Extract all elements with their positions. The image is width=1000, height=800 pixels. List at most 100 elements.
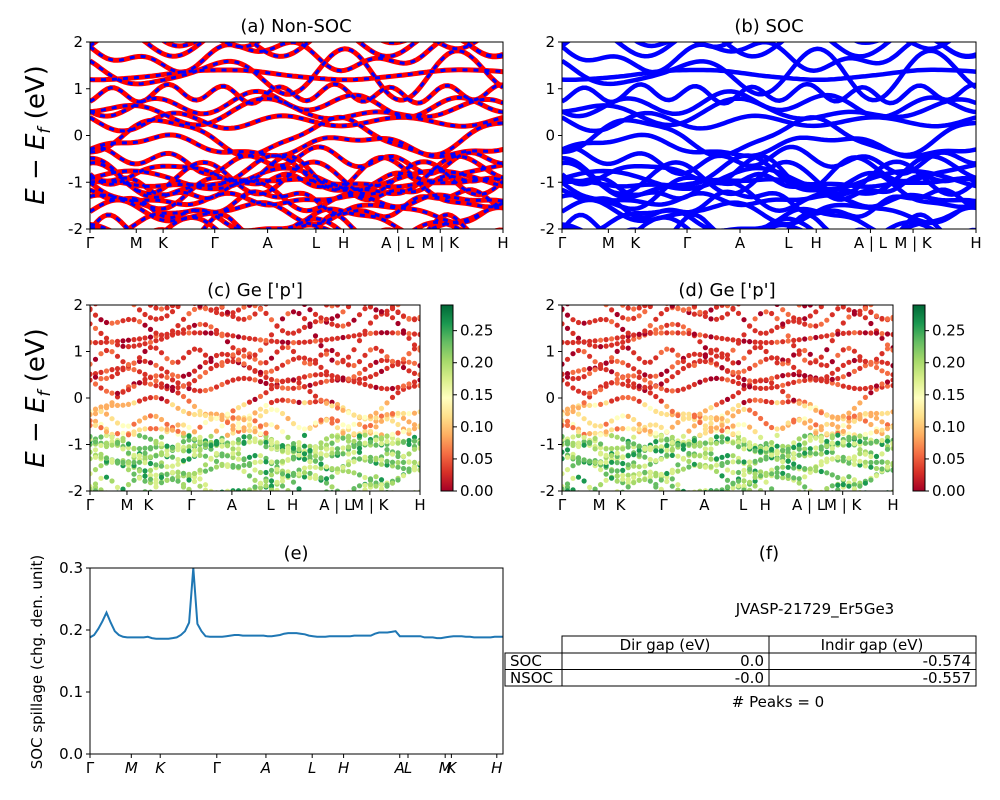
c-point (257, 440, 264, 446)
c-point (158, 315, 165, 321)
d-xtick-label: H (887, 496, 898, 514)
d-point (680, 455, 687, 461)
c-point (400, 364, 407, 371)
d-point (697, 339, 703, 345)
c-point (142, 311, 148, 318)
d-point (669, 330, 675, 336)
c-point (279, 471, 286, 477)
c-point (389, 418, 396, 424)
c-point (114, 402, 121, 408)
d-point (774, 443, 780, 449)
d-point (625, 440, 631, 446)
d-point (884, 379, 891, 385)
c-point (186, 385, 192, 392)
d-point (791, 299, 796, 304)
d-point (824, 299, 829, 304)
d-point (697, 411, 703, 417)
c-point (230, 333, 236, 339)
d-point (642, 498, 647, 503)
d-point (642, 328, 648, 334)
d-point (724, 352, 731, 358)
c-point (213, 411, 220, 417)
d-point (879, 503, 884, 508)
c-point (180, 355, 187, 361)
c-point (219, 461, 225, 467)
c-point (103, 432, 110, 439)
d-point (719, 495, 724, 500)
d-point (691, 362, 698, 368)
svg-text:E − Ef (eV): E − Ef (eV) (21, 65, 55, 205)
d-point (857, 514, 862, 519)
d-point (846, 460, 852, 466)
c-point (307, 448, 313, 454)
d-point (642, 463, 648, 469)
d-point (637, 521, 642, 526)
c-point (202, 359, 209, 366)
d-point (846, 292, 851, 297)
d-point (730, 499, 735, 504)
d-point (686, 510, 691, 515)
d-point (691, 381, 698, 388)
d-point (609, 342, 615, 348)
d-point (785, 311, 791, 317)
d-point (802, 433, 808, 439)
d-point (857, 447, 863, 453)
d-point (636, 369, 642, 375)
d-point (658, 324, 664, 330)
panel-e-title: (e) (283, 543, 308, 564)
d-point (609, 358, 615, 364)
c-point (389, 411, 396, 417)
c-point (104, 492, 109, 497)
c-point (153, 444, 159, 450)
e-xtick-label: L (308, 759, 316, 777)
c-point (115, 291, 120, 296)
c-point (175, 373, 181, 379)
c-point (389, 480, 396, 486)
c-point (406, 351, 412, 357)
band-down-15 (90, 68, 503, 82)
c-point (274, 339, 280, 345)
d-point (708, 307, 714, 313)
d-point (791, 440, 797, 446)
c-point (153, 493, 158, 498)
c-point (356, 370, 363, 376)
d-point (730, 347, 736, 353)
c-point (241, 462, 247, 468)
c-point (197, 347, 203, 353)
d-point (846, 359, 852, 365)
d-point (648, 525, 653, 530)
d-point (697, 419, 703, 426)
e-xtick-label: H (491, 759, 502, 777)
c-point (362, 482, 368, 488)
c-point (186, 294, 191, 299)
d-point (873, 330, 880, 336)
c-point (103, 443, 110, 450)
b-ytick-label: 2 (545, 33, 555, 51)
c-point (230, 313, 236, 319)
d-point (697, 443, 703, 449)
d-point (598, 432, 604, 438)
c-point (268, 382, 275, 388)
d-point (697, 463, 703, 469)
d-point (581, 416, 587, 422)
d-point (735, 390, 742, 396)
d-point (819, 524, 824, 529)
c-point (373, 437, 379, 443)
d-point (603, 452, 609, 458)
d-point (802, 420, 808, 426)
c-point (274, 424, 280, 430)
c-point (180, 383, 187, 389)
d-point (620, 426, 626, 432)
d-point (609, 499, 614, 504)
d-point (830, 299, 835, 304)
c-point (406, 419, 412, 425)
d-point (818, 435, 824, 441)
c-xtick-label: Γ (86, 496, 95, 514)
c-point (268, 422, 275, 428)
c-point (307, 357, 313, 363)
c-point (378, 405, 385, 411)
c-point (400, 439, 407, 445)
d-point (829, 376, 835, 382)
